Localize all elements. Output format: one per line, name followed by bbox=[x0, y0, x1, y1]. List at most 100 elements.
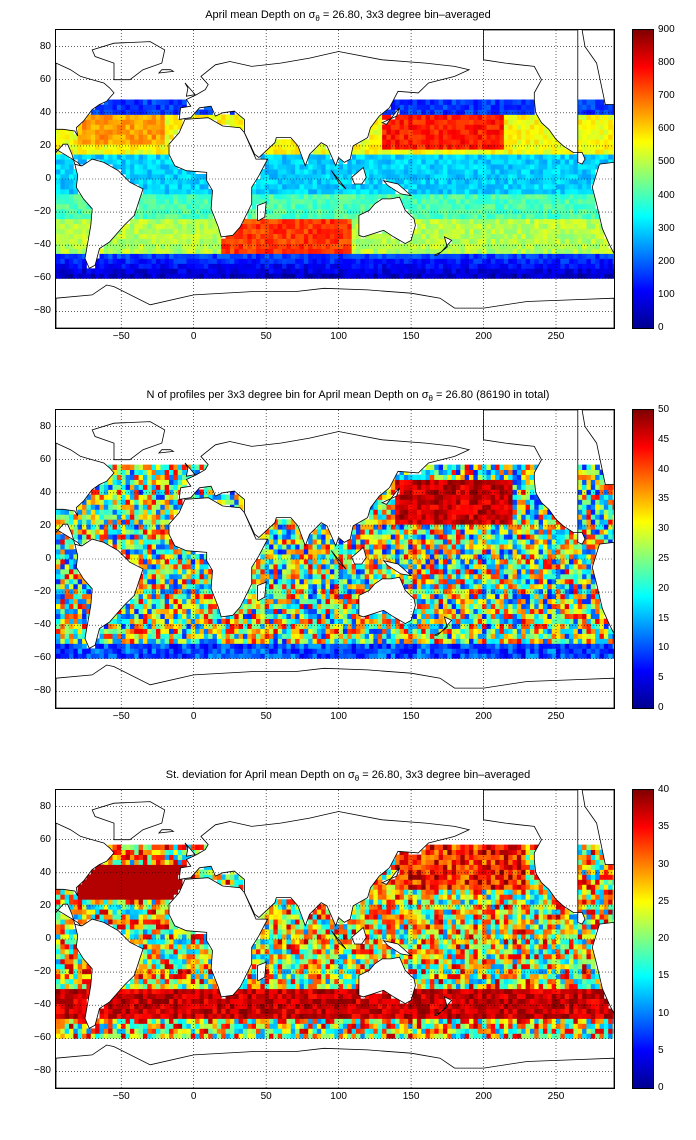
bin-cell bbox=[464, 198, 470, 205]
bin-cell bbox=[290, 643, 296, 649]
bin-cell bbox=[529, 144, 535, 150]
bin-cell bbox=[312, 638, 318, 644]
bin-cell bbox=[551, 263, 557, 269]
bin-cell bbox=[538, 183, 544, 190]
bin-cell bbox=[469, 613, 474, 619]
bin-cell bbox=[182, 603, 187, 610]
bin-cell bbox=[321, 243, 326, 249]
bin-cell bbox=[434, 144, 440, 150]
bin-cell bbox=[438, 188, 444, 195]
bin-cell bbox=[369, 149, 374, 155]
bin-cell bbox=[308, 169, 313, 175]
bin-cell bbox=[456, 129, 461, 135]
bin-cell bbox=[386, 613, 392, 619]
bin-cell bbox=[477, 198, 483, 205]
bin-cell bbox=[395, 273, 400, 279]
bin-cell bbox=[425, 159, 431, 165]
bin-cell bbox=[421, 643, 426, 649]
bin-cell bbox=[386, 248, 392, 254]
bin-cell bbox=[138, 618, 144, 624]
bin-cell bbox=[521, 164, 526, 170]
bin-cell bbox=[277, 603, 283, 610]
bin-cell bbox=[134, 613, 140, 619]
bin-cell bbox=[586, 263, 592, 269]
bin-cell bbox=[434, 258, 440, 264]
bin-cell bbox=[464, 203, 470, 210]
bin-cell bbox=[334, 223, 340, 230]
bin-cell bbox=[503, 628, 509, 634]
bin-cell bbox=[412, 159, 418, 165]
bin-cell bbox=[273, 643, 279, 649]
bin-cell bbox=[147, 99, 153, 105]
bin-cell bbox=[295, 643, 300, 649]
bin-cell bbox=[451, 613, 457, 619]
bin-cell bbox=[429, 109, 435, 115]
bin-cell bbox=[595, 618, 600, 624]
bin-cell bbox=[60, 139, 66, 145]
bin-cell bbox=[499, 183, 505, 190]
bin-cell bbox=[377, 613, 383, 619]
bin-cell bbox=[73, 238, 79, 244]
bin-cell bbox=[264, 243, 270, 249]
bin-cell bbox=[169, 613, 174, 619]
bin-cell bbox=[142, 608, 148, 615]
bin-cell bbox=[395, 238, 400, 244]
bin-cell bbox=[312, 169, 318, 175]
bin-cell bbox=[108, 643, 113, 649]
bin-cell bbox=[199, 213, 205, 220]
bin-cell bbox=[56, 169, 61, 175]
bin-cell bbox=[403, 628, 409, 634]
bin-cell bbox=[429, 248, 435, 254]
bin-cell bbox=[195, 268, 200, 274]
bin-cell bbox=[495, 144, 500, 150]
bin-cell bbox=[442, 188, 448, 195]
bin-cell bbox=[164, 174, 170, 180]
bin-cell bbox=[203, 258, 209, 264]
bin-cell bbox=[69, 643, 74, 649]
bin-cell bbox=[373, 144, 379, 150]
bin-cell bbox=[269, 248, 274, 254]
bin-cell bbox=[82, 149, 87, 155]
bin-cell bbox=[199, 114, 205, 120]
bin-cell bbox=[199, 193, 205, 200]
bin-cell bbox=[129, 628, 135, 634]
bin-cell bbox=[212, 258, 218, 264]
bin-cell bbox=[577, 99, 583, 105]
bin-cell bbox=[60, 263, 66, 269]
bin-cell bbox=[325, 213, 331, 220]
bin-cell bbox=[351, 253, 357, 259]
bin-cell bbox=[438, 99, 444, 105]
bin-cell bbox=[582, 218, 587, 225]
bin-cell bbox=[351, 268, 357, 274]
bin-cell bbox=[503, 169, 509, 175]
bin-cell bbox=[73, 223, 79, 230]
bin-cell bbox=[373, 198, 379, 205]
bin-cell bbox=[534, 653, 540, 659]
bin-cell bbox=[186, 643, 192, 649]
bin-cell bbox=[321, 638, 326, 644]
bin-cell bbox=[338, 164, 344, 170]
bin-cell bbox=[425, 643, 431, 649]
bin-cell bbox=[442, 193, 448, 200]
bin-cell bbox=[269, 144, 274, 150]
bin-cell bbox=[260, 648, 266, 654]
bin-cell bbox=[277, 623, 283, 629]
bin-cell bbox=[242, 243, 248, 249]
bin-cell bbox=[486, 208, 492, 215]
bin-cell bbox=[147, 198, 153, 205]
bin-cell bbox=[69, 144, 74, 150]
bin-cell bbox=[542, 134, 548, 140]
bin-cell bbox=[282, 188, 287, 195]
bin-cell bbox=[269, 648, 274, 654]
bin-cell bbox=[486, 104, 492, 110]
bin-cell bbox=[334, 253, 340, 259]
bin-cell bbox=[290, 223, 296, 230]
bin-cell bbox=[121, 608, 126, 615]
bin-cell bbox=[290, 253, 296, 259]
bin-cell bbox=[160, 633, 166, 639]
bin-cell bbox=[542, 144, 548, 150]
bin-cell bbox=[73, 643, 79, 649]
bin-cell bbox=[321, 213, 326, 220]
bin-cell bbox=[273, 648, 279, 654]
bin-cell bbox=[329, 618, 335, 624]
